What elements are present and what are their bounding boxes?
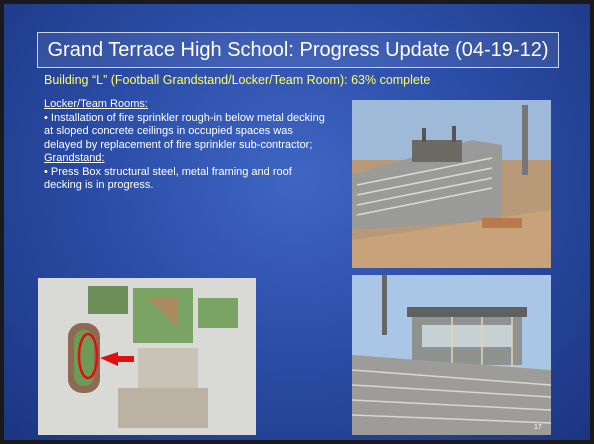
photo-grandstand <box>352 100 551 268</box>
site-plan <box>38 278 256 435</box>
slide-title: Grand Terrace High School: Progress Upda… <box>37 32 559 68</box>
page-number: 17 <box>534 424 542 431</box>
bullet-text: Installation of fire sprinkler rough-in … <box>44 112 326 153</box>
photo-press-box <box>352 275 551 435</box>
slide: Grand Terrace High School: Progress Upda… <box>0 0 594 444</box>
slide-subtitle: Building “L” (Football Grandstand/Locker… <box>44 73 430 87</box>
section-heading: Locker/Team Rooms: <box>44 98 326 112</box>
body-text: Locker/Team Rooms: Installation of fire … <box>44 98 326 193</box>
section-heading: Grandstand: <box>44 152 326 166</box>
bullet-text: Press Box structural steel, metal framin… <box>44 166 326 193</box>
